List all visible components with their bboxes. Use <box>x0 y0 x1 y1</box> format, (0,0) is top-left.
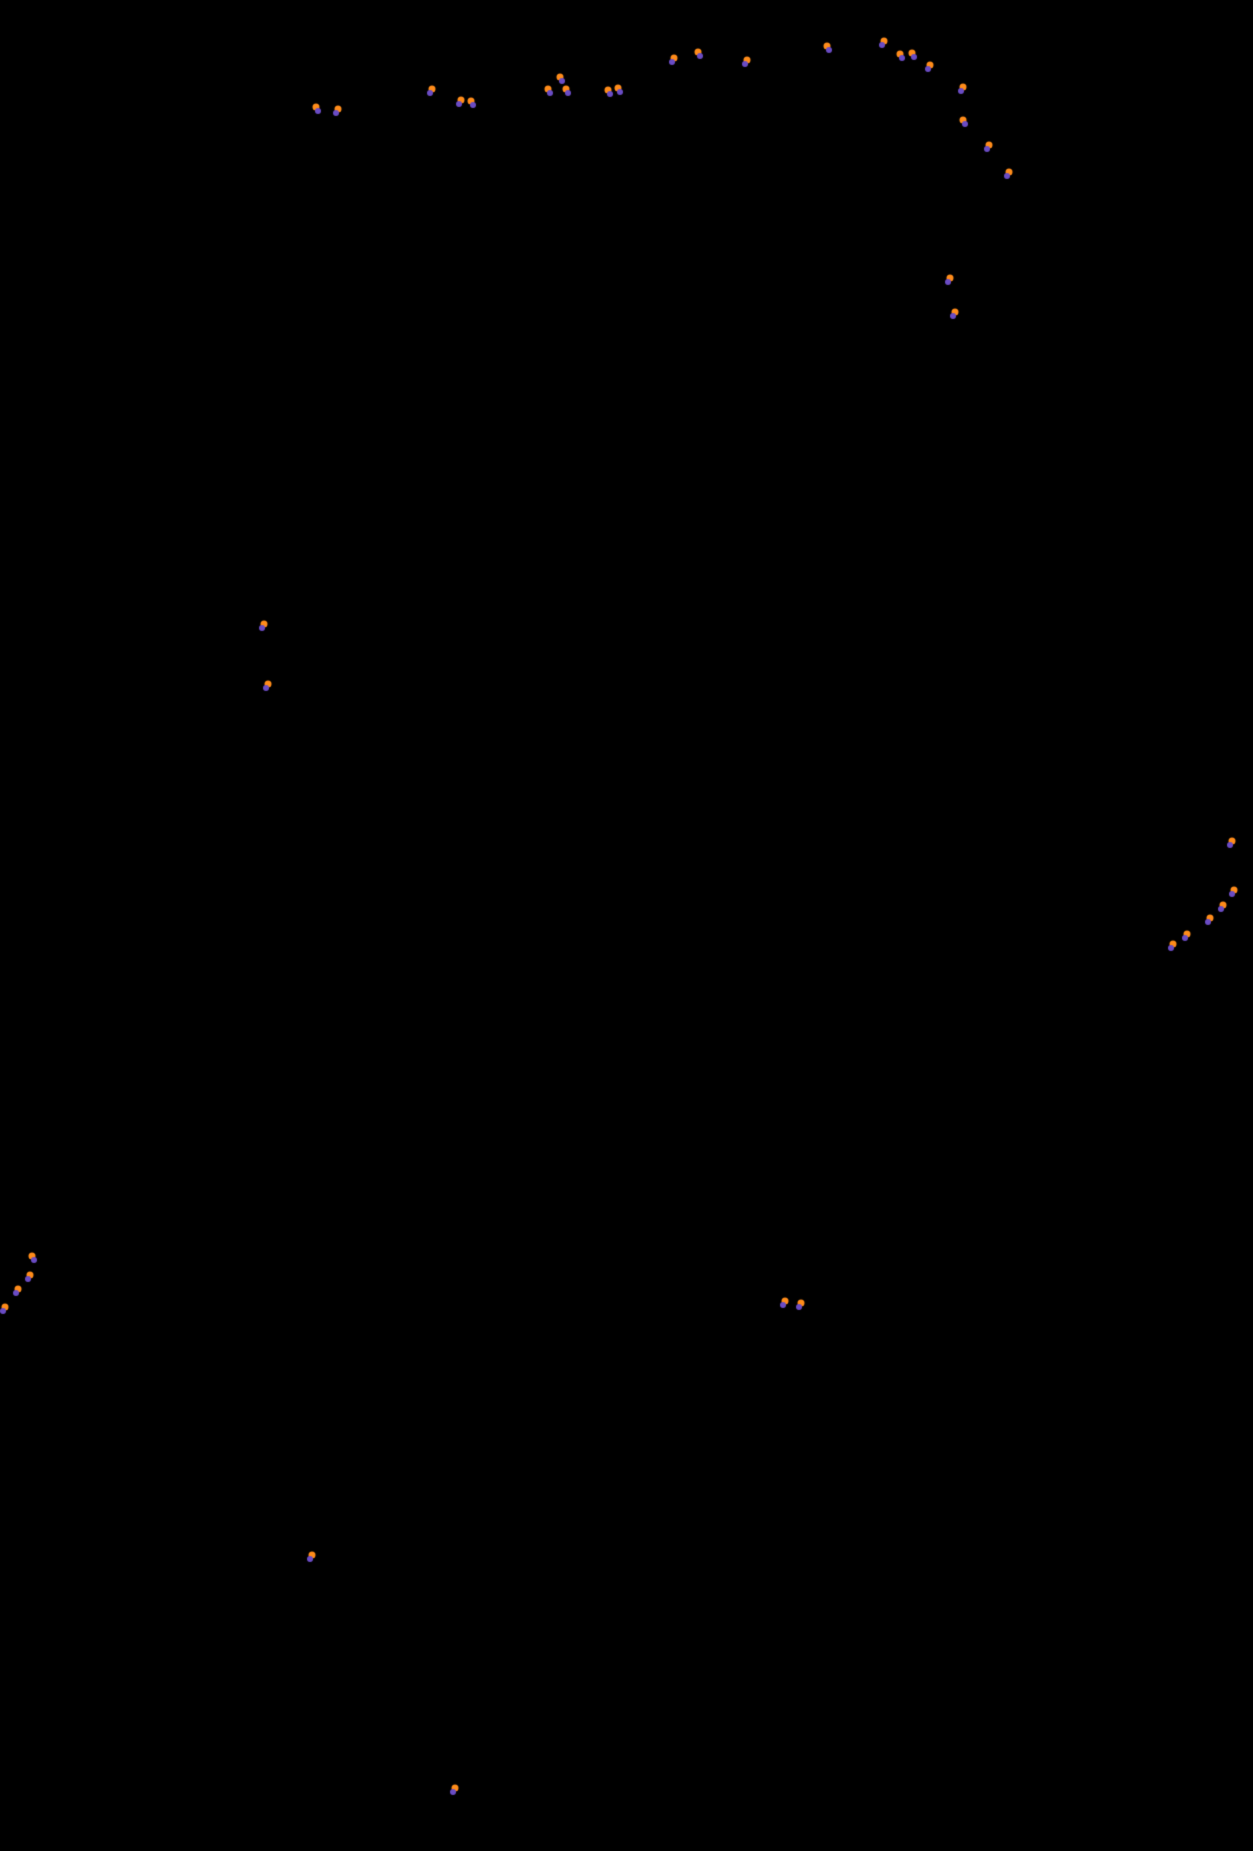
scatter-plot-canvas <box>0 0 1253 1851</box>
